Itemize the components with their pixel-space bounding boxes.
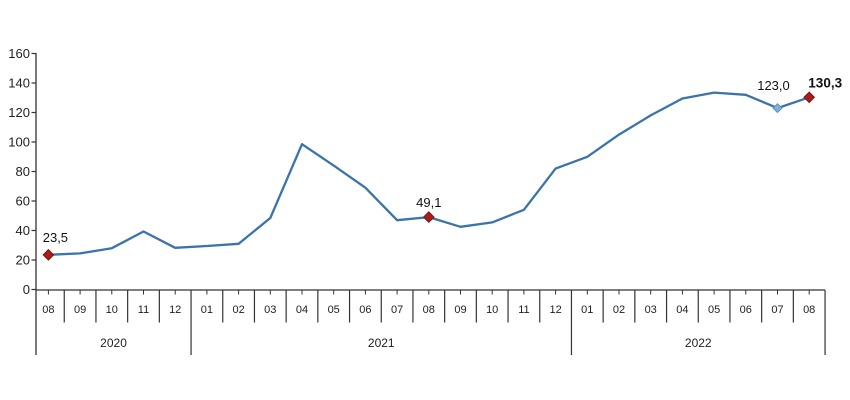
month-label: 08	[42, 304, 54, 316]
month-label: 06	[740, 304, 752, 316]
y-axis-tick-label: 0	[23, 282, 30, 297]
month-label: 12	[549, 304, 561, 316]
data-point-marker	[422, 211, 435, 223]
month-label: 08	[803, 304, 815, 316]
y-axis-tick-label: 60	[16, 194, 30, 209]
month-label: 08	[423, 304, 435, 316]
month-label: 04	[676, 304, 688, 316]
data-point-marker	[42, 248, 55, 261]
y-axis-tick-label: 140	[8, 76, 30, 91]
year-label: 2021	[368, 336, 395, 350]
month-label: 05	[328, 304, 340, 316]
y-axis-tick-label: 120	[8, 105, 30, 120]
data-point-label: 49,1	[416, 195, 441, 210]
month-label: 05	[708, 304, 720, 316]
data-point-marker	[772, 102, 783, 114]
series-line	[47, 91, 811, 256]
month-label: 03	[645, 304, 657, 316]
month-label: 04	[296, 304, 308, 316]
month-label: 10	[106, 304, 118, 316]
month-label: 12	[169, 304, 181, 316]
month-label: 09	[454, 304, 466, 316]
data-point-marker	[803, 91, 816, 104]
data-point-label: 23,5	[43, 230, 68, 245]
y-axis-tick-label: 20	[16, 253, 30, 268]
month-label: 06	[359, 304, 371, 316]
month-label: 01	[581, 304, 593, 316]
month-label: 11	[518, 304, 529, 316]
month-label: 07	[771, 304, 783, 316]
year-label: 2022	[685, 336, 712, 350]
month-label: 02	[232, 304, 244, 316]
month-label: 01	[201, 304, 213, 316]
y-axis-tick-label: 160	[8, 46, 30, 61]
y-axis-tick-label: 100	[8, 135, 30, 150]
month-label: 02	[613, 304, 625, 316]
year-label: 2020	[100, 336, 127, 350]
month-label: 07	[391, 304, 403, 316]
month-label: 11	[138, 304, 149, 316]
y-axis-tick-label: 40	[16, 223, 30, 238]
month-label: 03	[264, 304, 276, 316]
data-point-label: 130,3	[808, 75, 842, 90]
month-label: 09	[74, 304, 86, 316]
data-point-label: 123,0	[757, 78, 790, 93]
y-axis-tick-label: 80	[16, 164, 30, 179]
month-label: 10	[486, 304, 498, 316]
